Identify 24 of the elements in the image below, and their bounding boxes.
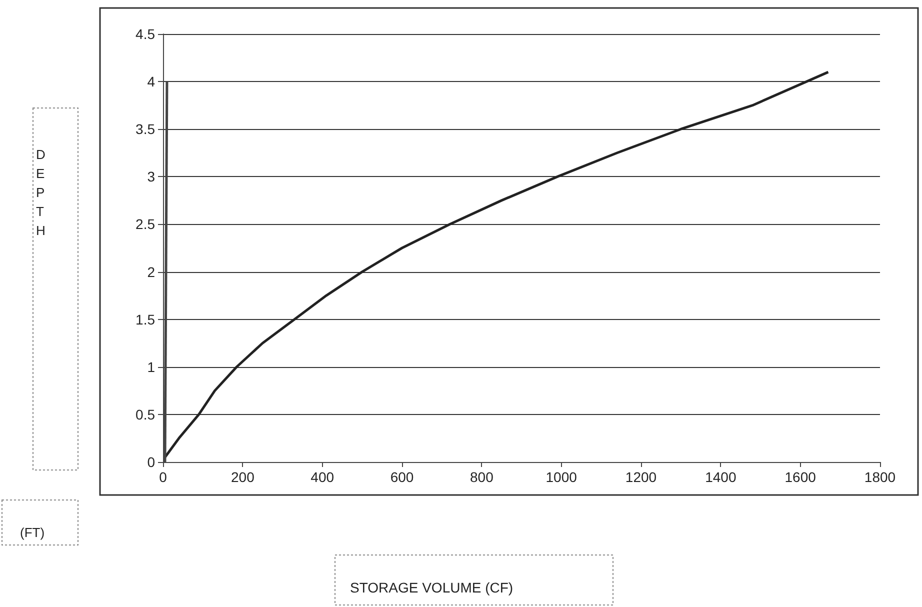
x-tick-label: 1600: [784, 469, 816, 485]
text: (FT): [20, 525, 45, 540]
text: STORAGE VOLUME (CF): [350, 580, 514, 596]
line-series: [164, 70, 830, 458]
x-tick-label: 600: [390, 469, 414, 485]
text: DEPTH: [36, 147, 46, 238]
x-tick-label: 0: [159, 469, 168, 485]
y-tick-label: 0.5: [136, 406, 156, 422]
y-tick-label: 1.5: [136, 311, 156, 328]
y-tick-label: 1: [147, 358, 156, 375]
y-tick-label: 0: [147, 454, 156, 470]
y-tick-label: 4: [147, 74, 156, 90]
y-tick-label: 4.5: [136, 26, 156, 42]
x-tick-label: 1800: [864, 469, 896, 485]
y-tick-label: 3.5: [136, 121, 156, 138]
x-tick-label: 1000: [546, 469, 578, 485]
x-tick-label: 800: [470, 469, 494, 485]
y-tick-label: 2.5: [136, 216, 156, 232]
x-tick-label: 400: [310, 469, 334, 485]
y-tick-label: 3: [147, 168, 156, 185]
x-tick-label: 1400: [705, 469, 736, 485]
x-tick-label: 1200: [625, 469, 657, 485]
x-tick-label: 200: [230, 469, 255, 485]
y-tick-label: 2: [147, 264, 156, 280]
